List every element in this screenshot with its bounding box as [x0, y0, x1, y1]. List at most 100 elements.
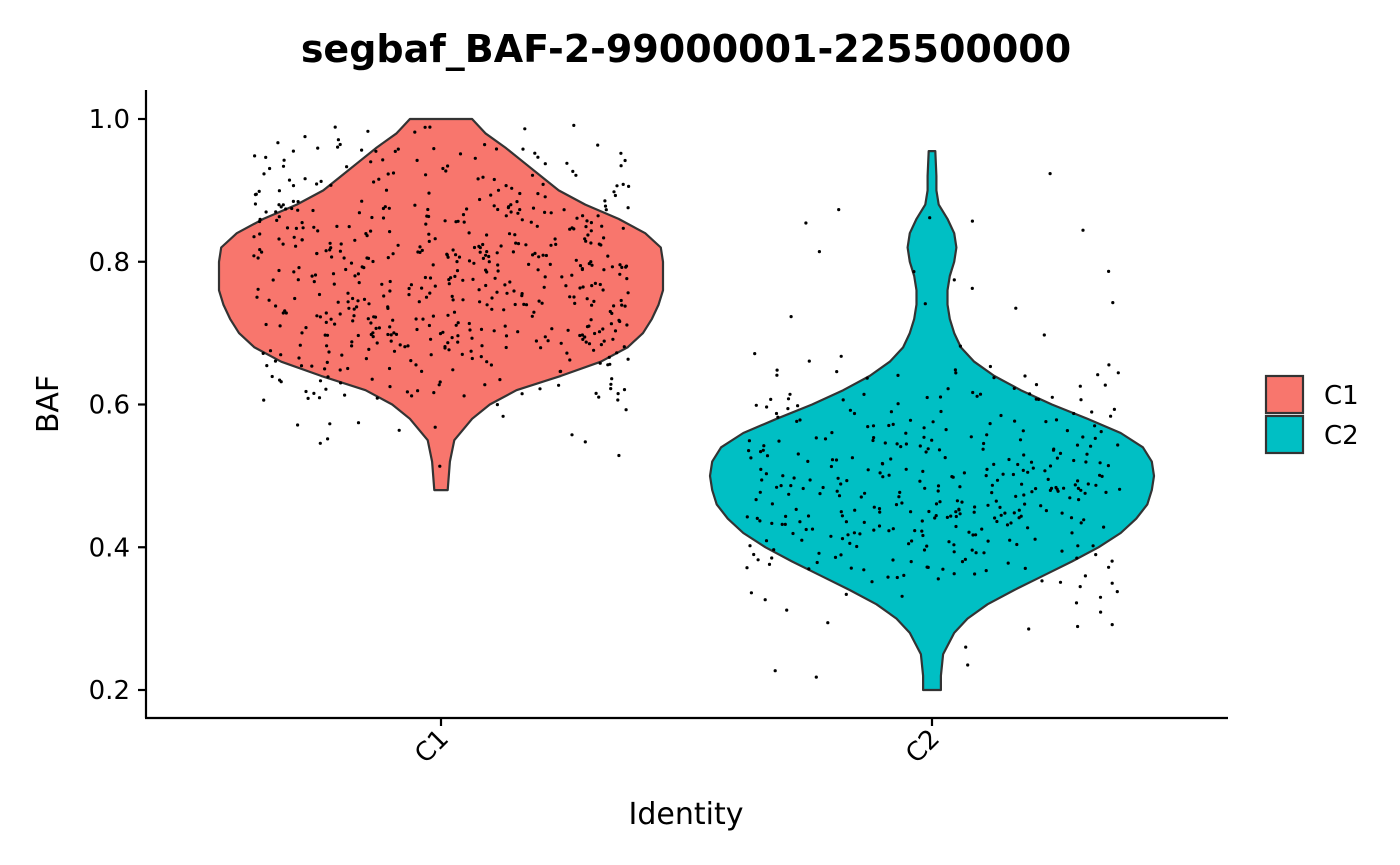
data-point — [371, 259, 375, 264]
data-point — [501, 414, 505, 418]
data-point — [806, 514, 811, 518]
data-point — [356, 421, 361, 425]
data-point — [949, 514, 953, 518]
data-point — [303, 135, 307, 139]
data-point — [292, 235, 296, 239]
legend-label: C2 — [1324, 421, 1359, 451]
data-point — [972, 510, 976, 514]
data-point — [511, 250, 515, 254]
data-point — [510, 186, 514, 190]
data-point — [446, 255, 450, 259]
data-point — [1110, 581, 1114, 585]
data-point — [623, 304, 627, 308]
x-axis-title: Identity — [629, 797, 744, 832]
data-point — [764, 539, 769, 543]
data-point — [514, 241, 518, 245]
data-point — [504, 184, 508, 188]
data-point — [765, 405, 769, 409]
data-point — [372, 180, 376, 184]
data-point — [840, 514, 845, 518]
data-point — [944, 428, 948, 432]
data-point — [596, 214, 600, 218]
data-point — [921, 469, 925, 473]
data-point — [872, 528, 876, 532]
data-point — [990, 491, 994, 495]
data-point — [952, 543, 956, 547]
data-point — [381, 216, 386, 220]
data-point — [495, 290, 499, 294]
data-point — [549, 243, 553, 247]
data-point — [749, 456, 753, 460]
data-point — [311, 208, 315, 213]
data-point — [833, 555, 838, 560]
data-point — [952, 278, 956, 282]
data-point — [538, 387, 542, 391]
data-point — [970, 548, 974, 552]
data-point — [492, 204, 496, 208]
data-point — [986, 503, 990, 507]
data-point — [1039, 504, 1043, 508]
data-point — [407, 293, 411, 297]
legend-label: C1 — [1324, 381, 1359, 411]
data-point — [483, 143, 487, 147]
data-point — [342, 256, 346, 260]
data-point — [1099, 610, 1103, 614]
data-point — [529, 220, 533, 224]
data-point — [340, 353, 344, 357]
data-point — [375, 341, 379, 345]
data-point — [925, 544, 929, 548]
data-point — [622, 345, 626, 349]
data-point — [625, 323, 629, 327]
data-point — [570, 433, 574, 437]
data-point — [277, 237, 281, 241]
data-point — [352, 307, 356, 311]
data-point — [451, 368, 455, 372]
data-point — [410, 394, 414, 398]
data-point — [388, 289, 392, 293]
data-point — [403, 345, 407, 349]
data-point — [548, 262, 552, 266]
data-point — [578, 333, 582, 338]
data-point — [1034, 383, 1039, 387]
data-point — [531, 206, 536, 210]
data-point — [278, 324, 282, 328]
data-point — [297, 356, 301, 360]
data-point — [602, 339, 606, 343]
data-point — [392, 331, 396, 335]
y-tick-label: 0.8 — [89, 248, 130, 278]
data-point — [431, 314, 435, 318]
data-point — [389, 333, 393, 337]
data-point — [1022, 453, 1026, 457]
data-point — [454, 323, 458, 327]
data-point — [1054, 418, 1059, 422]
data-point — [1076, 624, 1080, 629]
data-point — [907, 542, 911, 546]
data-point — [830, 458, 835, 462]
data-point — [477, 288, 481, 292]
data-point — [817, 551, 821, 555]
data-point — [290, 206, 294, 211]
data-point — [438, 332, 443, 336]
data-point — [574, 173, 578, 177]
data-point — [618, 319, 622, 324]
data-point — [1102, 525, 1106, 529]
data-point — [255, 295, 259, 299]
data-point — [835, 370, 839, 374]
data-point — [468, 328, 472, 332]
data-point — [542, 285, 546, 289]
data-point — [795, 419, 799, 423]
data-point — [258, 217, 262, 221]
data-point — [484, 283, 488, 288]
data-point — [541, 182, 545, 186]
data-point — [909, 560, 913, 564]
data-point — [775, 368, 779, 372]
data-point — [450, 336, 454, 340]
data-point — [344, 267, 348, 272]
data-point — [862, 568, 866, 572]
data-point — [964, 645, 968, 649]
data-point — [405, 390, 409, 394]
data-point — [543, 210, 547, 214]
data-point — [938, 500, 942, 504]
data-point — [499, 244, 503, 248]
